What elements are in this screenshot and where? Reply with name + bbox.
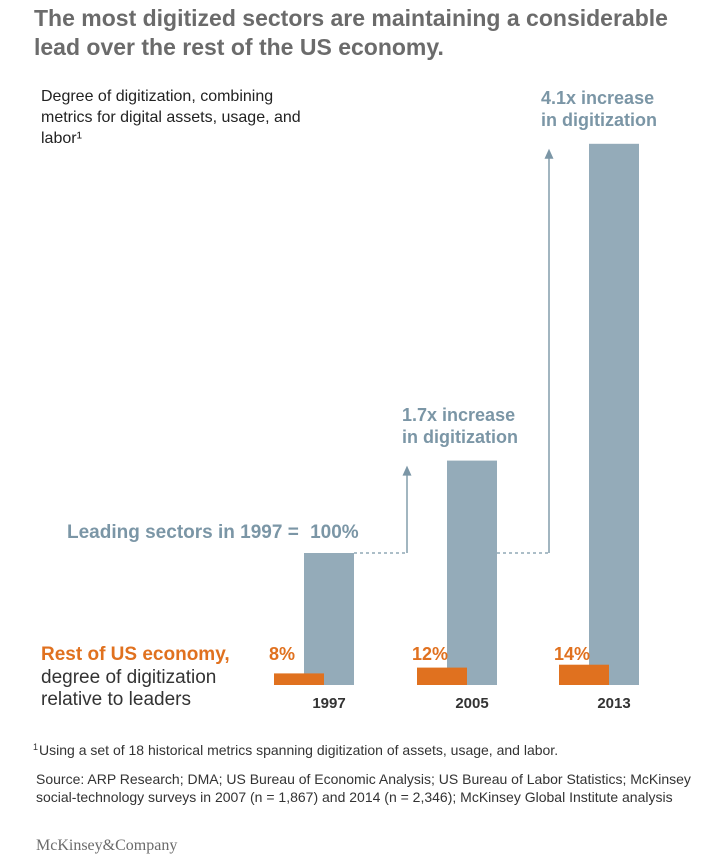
legend-rest-line3: relative to leaders bbox=[41, 689, 191, 710]
annotation-2005-line2: in digitization bbox=[402, 427, 518, 447]
footnote-marker: 1 bbox=[33, 742, 39, 752]
annotation-2013-line1: 4.1x increase bbox=[541, 88, 654, 108]
legend-rest-label: Rest of US economy, bbox=[41, 644, 230, 665]
rest-bar-2013 bbox=[559, 664, 609, 685]
rest-bar-2005 bbox=[417, 667, 467, 685]
x-tick-label-2013: 2013 bbox=[597, 695, 630, 712]
svg-text:Leading sectors in 1997 =: Leading sectors in 1997 = 100% bbox=[67, 522, 359, 543]
digitization-bar-chart: 8% 1997 12% 2005 14% 2013 Leading sectors in … bbox=[41, 88, 657, 712]
legend-leaders-value: 100% bbox=[310, 522, 359, 543]
x-tick-label-2005: 2005 bbox=[455, 695, 488, 712]
rest-value-label-1997: 8% bbox=[269, 644, 295, 664]
rest-value-label-2013: 14% bbox=[554, 644, 590, 664]
x-tick-label-1997: 1997 bbox=[312, 695, 345, 712]
rest-value-label-2005: 12% bbox=[412, 644, 448, 664]
brand-logo: McKinsey&Company bbox=[36, 837, 178, 854]
legend-rest-line2: degree of digitization bbox=[41, 667, 216, 688]
annotation-2013-line2: in digitization bbox=[541, 110, 657, 130]
leaders-bar-1997 bbox=[304, 553, 354, 685]
chart-subtitle: Degree of digitization, combining metric… bbox=[41, 88, 301, 147]
rest-bar-1997 bbox=[274, 673, 324, 685]
source-note: Source: ARP Research; DMA; US Bureau of … bbox=[36, 771, 691, 805]
increase-arrow-head-2005 bbox=[402, 465, 412, 476]
chart-title: The most digitized sectors are maintaini… bbox=[34, 5, 668, 60]
leaders-bar-2013 bbox=[589, 143, 639, 686]
increase-arrow-head-2013 bbox=[544, 148, 554, 159]
annotation-2005-line1: 1.7x increase bbox=[402, 405, 515, 425]
legend-leaders-label: Leading sectors in 1997 = bbox=[67, 522, 299, 543]
footnote-text: Using a set of 18 historical metrics spa… bbox=[39, 742, 559, 758]
footnote: 1Using a set of 18 historical metrics sp… bbox=[33, 738, 703, 759]
leaders-bar-2005 bbox=[447, 460, 497, 685]
